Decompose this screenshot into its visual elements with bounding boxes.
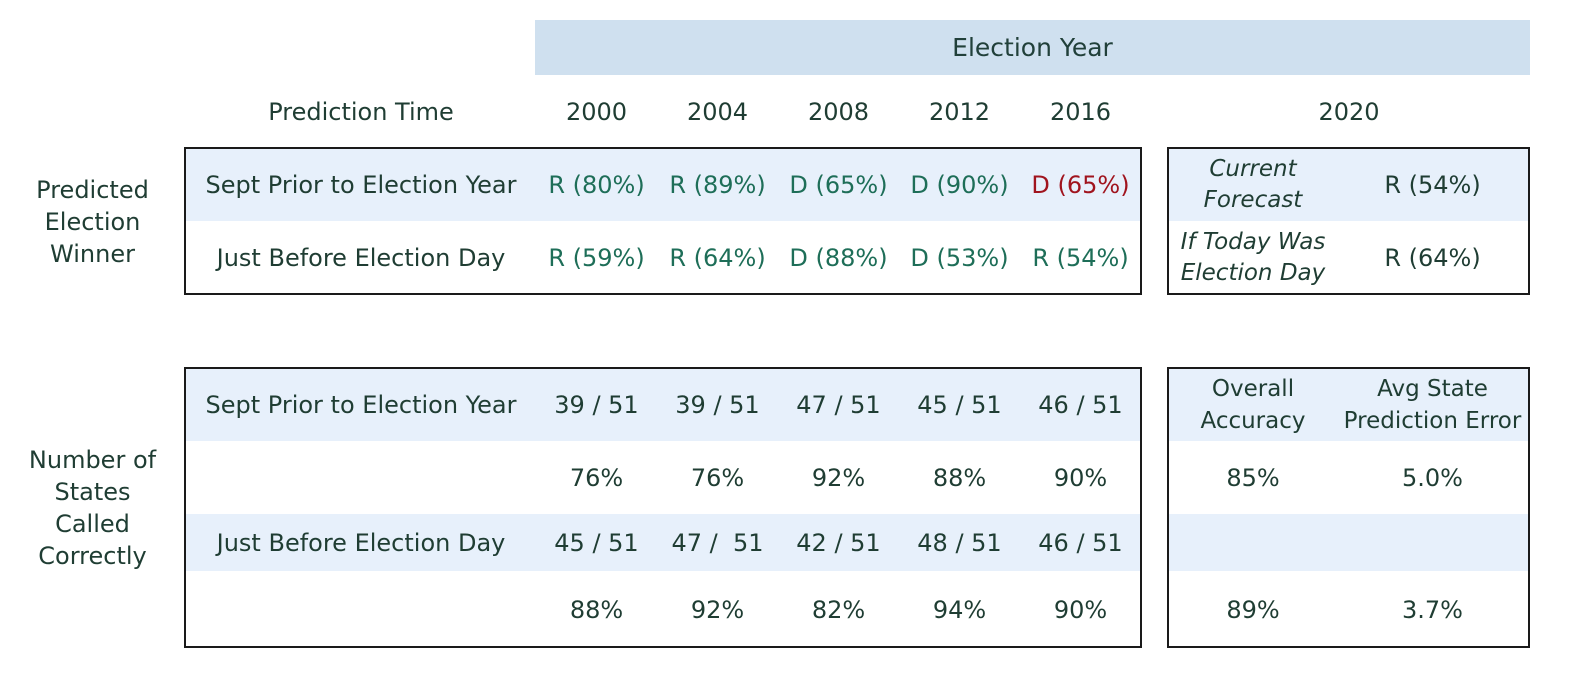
states-called-section-label: Number of States Called Correctly <box>28 446 157 570</box>
states-called-history-table: Sept Prior to Election Year 39 / 51 39 /… <box>184 367 1142 648</box>
avg-error-header: Avg State Prediction Error <box>1343 376 1522 434</box>
election-year-banner: Election Year <box>535 20 1530 75</box>
predicted-winner-history-table: Sept Prior to Election Year R (80%) R (8… <box>184 147 1142 295</box>
winner-cell: D (53%) <box>910 244 1009 272</box>
percent-cell: 88% <box>932 463 987 492</box>
winner-cell: D (65%) <box>789 171 888 199</box>
percent-cell: 88% <box>569 595 624 624</box>
row-label-sept: Sept Prior to Election Year <box>205 391 517 419</box>
year-header-2000: 2000 <box>565 98 628 126</box>
row-band <box>186 149 1140 221</box>
states-called-2020-table: Overall Accuracy Avg State Prediction Er… <box>1167 367 1530 648</box>
count-cell: 46 / 51 <box>1038 391 1123 419</box>
year-header-2020: 2020 <box>1318 98 1380 126</box>
percent-cell: 90% <box>1053 595 1108 624</box>
overall-accuracy-header: Overall Accuracy <box>1200 376 1306 434</box>
current-forecast-value: R (54%) <box>1384 171 1481 199</box>
percent-cell: 76% <box>569 463 624 492</box>
predicted-winner-2020-table: Current Forecast R (54%) If Today Was El… <box>1167 147 1530 295</box>
count-cell: 39 / 51 <box>675 391 760 419</box>
winner-cell: R (59%) <box>548 244 645 272</box>
row-band <box>1169 149 1528 221</box>
count-cell: 47 / 51 <box>796 391 881 419</box>
count-cell: 42 / 51 <box>796 528 881 557</box>
winner-cell: R (89%) <box>669 171 766 199</box>
today-election-value: R (64%) <box>1384 244 1481 272</box>
row-band <box>186 369 1140 441</box>
avg-error-sept: 5.0% <box>1402 463 1463 492</box>
percent-cell: 92% <box>811 463 866 492</box>
percent-cell: 76% <box>690 463 745 492</box>
today-election-label: If Today Was Election Day <box>1180 229 1326 286</box>
percent-cell: 90% <box>1053 463 1108 492</box>
prediction-time-label: Prediction Time <box>268 98 454 126</box>
current-forecast-label: Current Forecast <box>1203 156 1303 213</box>
percent-cell: 94% <box>932 595 987 624</box>
percent-cell: 92% <box>690 595 745 624</box>
winner-cell: D (88%) <box>789 244 888 272</box>
year-header-2008: 2008 <box>807 98 870 126</box>
predicted-winner-section-label: Predicted Election Winner <box>36 175 149 268</box>
overall-accuracy-sept: 85% <box>1226 463 1280 492</box>
winner-cell: D (65%) <box>1031 171 1130 199</box>
prediction-time-header: Prediction Time <box>186 92 536 132</box>
winner-cell: R (64%) <box>669 244 766 272</box>
year-header-2016: 2016 <box>1049 98 1112 126</box>
count-cell: 45 / 51 <box>917 391 1002 419</box>
overall-accuracy-election-day: 89% <box>1226 595 1280 624</box>
winner-cell: R (80%) <box>548 171 645 199</box>
percent-cell: 82% <box>811 595 866 624</box>
winner-cell: D (90%) <box>910 171 1009 199</box>
banner-title: Election Year <box>952 33 1113 62</box>
count-cell: 46 / 51 <box>1038 528 1123 557</box>
count-cell: 45 / 51 <box>554 528 639 557</box>
count-cell: 48 / 51 <box>917 528 1002 557</box>
avg-error-election-day: 3.7% <box>1402 595 1463 624</box>
row-band <box>1169 514 1528 571</box>
winner-cell: R (54%) <box>1032 244 1129 272</box>
row-label-election-day: Just Before Election Day <box>216 528 506 557</box>
row-label-election-day: Just Before Election Day <box>216 244 506 272</box>
row-label-sept: Sept Prior to Election Year <box>205 171 517 199</box>
row-band <box>186 514 1140 571</box>
row-band <box>1169 369 1528 441</box>
year-header-2012: 2012 <box>928 98 991 126</box>
count-cell: 39 / 51 <box>554 391 639 419</box>
count-cell: 47 / 51 <box>671 528 764 557</box>
year-header-2004: 2004 <box>686 98 749 126</box>
